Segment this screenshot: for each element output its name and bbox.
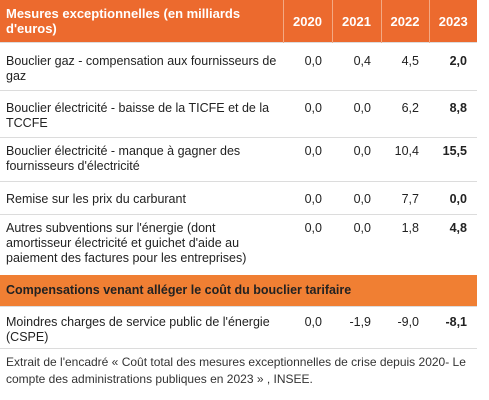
cell-2020: 0,0	[283, 42, 332, 91]
cell-2023: 2,0	[429, 42, 477, 91]
cell-2022: 6,2	[381, 90, 429, 138]
table-row: Bouclier gaz - compensation aux fourniss…	[0, 42, 477, 91]
cell-2021: 0,0	[332, 214, 381, 275]
table-row: Autres subventions sur l'énergie (dont a…	[0, 214, 477, 275]
cell-2022: 10,4	[381, 137, 429, 182]
cell-2021: 0,0	[332, 181, 381, 215]
cell-2020: 0,0	[283, 305, 332, 352]
cell-2020: 0,0	[283, 181, 332, 215]
cell-2023: 8,8	[429, 90, 477, 138]
table-row: Moindres charges de service public de l'…	[0, 305, 477, 352]
row-label: Bouclier électricité - baisse de la TICF…	[0, 90, 283, 138]
header-2021: 2021	[331, 0, 381, 43]
header-2020: 2020	[282, 0, 332, 43]
cell-2023: 4,8	[429, 214, 477, 275]
cell-2023: 0,0	[429, 181, 477, 215]
divider	[0, 348, 477, 349]
section-header: Compensations venant alléger le coût du …	[0, 274, 477, 306]
cell-2021: 0,0	[332, 137, 381, 182]
table-row: Remise sur les prix du carburant 0,0 0,0…	[0, 181, 477, 215]
header-2022: 2022	[380, 0, 429, 43]
cell-2020: 0,0	[283, 137, 332, 182]
row-label: Bouclier gaz - compensation aux fourniss…	[0, 42, 283, 91]
cell-2021: 0,0	[332, 90, 381, 138]
section-title: Compensations venant alléger le coût du …	[0, 274, 477, 306]
cell-2021: 0,4	[332, 42, 381, 91]
cell-2020: 0,0	[283, 214, 332, 275]
cell-2021: -1,9	[332, 305, 381, 352]
cell-2020: 0,0	[283, 90, 332, 138]
header-2023: 2023	[428, 0, 477, 43]
table-row: Bouclier électricité - baisse de la TICF…	[0, 90, 477, 138]
cell-2022: 4,5	[381, 42, 429, 91]
row-label: Autres subventions sur l'énergie (dont a…	[0, 214, 283, 275]
table-row: Bouclier électricité - manque à gagner d…	[0, 137, 477, 182]
table-header: Mesures exceptionnelles (en milliards d'…	[0, 0, 477, 43]
cell-2023: 15,5	[429, 137, 477, 182]
cell-2022: -9,0	[381, 305, 429, 352]
cell-2022: 7,7	[381, 181, 429, 215]
row-label: Remise sur les prix du carburant	[0, 181, 283, 215]
header-measures: Mesures exceptionnelles (en milliards d'…	[0, 0, 283, 43]
source-note: Extrait de l'encadré « Coût total des me…	[6, 355, 466, 386]
measures-table: Mesures exceptionnelles (en milliards d'…	[0, 0, 477, 352]
row-label: Moindres charges de service public de l'…	[0, 305, 283, 352]
cell-2022: 1,8	[381, 214, 429, 275]
cell-2023: -8,1	[429, 305, 477, 352]
row-label: Bouclier électricité - manque à gagner d…	[0, 137, 283, 182]
